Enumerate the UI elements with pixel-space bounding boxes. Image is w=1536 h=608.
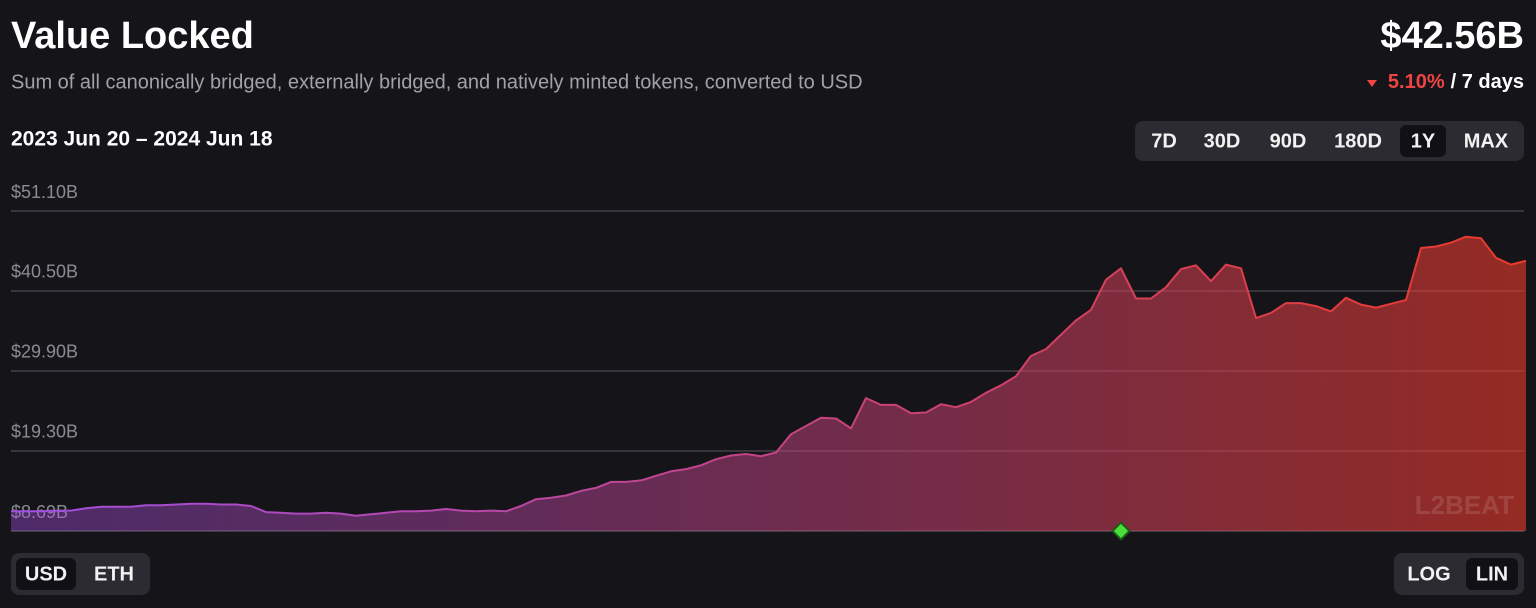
date-range: 2023 Jun 20 – 2024 Jun 18 [11,128,273,151]
plot [11,235,1527,531]
selected-option [1466,558,1518,590]
selected-option [1400,125,1446,157]
selected-option [16,558,76,590]
y-tick-label: $19.30B [11,422,78,442]
change-period: / 7 days [1451,71,1524,93]
watermark: L2BEAT [1415,490,1514,520]
area-line [11,235,1527,517]
range-button[interactable]: 30D [1204,130,1241,152]
range-button[interactable]: 180D [1334,130,1382,152]
down-arrow [1367,80,1377,87]
change: 5.10% / 7 days [1388,71,1524,93]
area-fill [11,236,1526,531]
scale-button[interactable]: LOG [1407,563,1450,585]
range-button[interactable]: 1Y [1411,130,1436,152]
currencie-button[interactable]: ETH [94,563,134,585]
range-button[interactable]: 7D [1151,130,1177,152]
scale-button[interactable]: LIN [1476,563,1508,585]
range-button[interactable]: 90D [1270,130,1307,152]
change-percent: 5.10% [1388,71,1445,93]
controls: 7D 30D 90D 180D 1Y MAX USD ETH LOG LIN [16,125,1518,590]
y-tick-label: $51.10B [11,182,78,202]
milestone-marker[interactable] [1111,521,1131,541]
y-tick-label: $29.90B [11,342,78,362]
y-tick-label: $40.50B [11,262,78,282]
title: Value Locked [11,15,254,57]
description: Sum of all canonically bridged, external… [11,71,863,93]
total-value: $42.56B [1380,15,1524,57]
currencie-button[interactable]: USD [25,563,67,585]
range-button[interactable]: MAX [1464,130,1509,152]
